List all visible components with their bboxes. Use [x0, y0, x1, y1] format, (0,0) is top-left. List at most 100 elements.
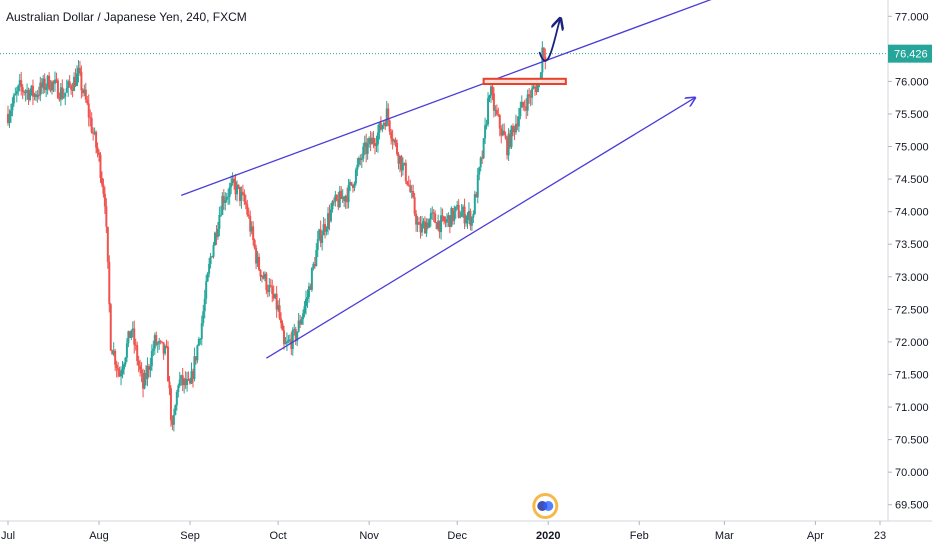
candle-body-54 [86, 99, 89, 104]
candle-body-365 [542, 47, 545, 57]
candle-body-101 [155, 335, 158, 345]
candle-body-78 [121, 369, 124, 374]
candle-body-48 [77, 67, 80, 74]
price-tick-label-6: 72.500 [895, 304, 929, 316]
candle-body-35 [58, 98, 61, 100]
price-tick-label-10: 74.500 [895, 174, 929, 186]
candle-body-313 [466, 215, 469, 221]
candle-body-15 [29, 92, 32, 100]
candle-body-42 [68, 81, 71, 86]
candle-body-43 [70, 85, 73, 90]
candle-body-234 [350, 181, 353, 185]
candle-body-225 [337, 199, 340, 207]
candle-body-230 [344, 195, 347, 202]
candle-body-301 [448, 215, 451, 228]
candle-body-342 [509, 133, 512, 147]
candle-body-121 [184, 378, 187, 386]
candle-body-57 [90, 118, 93, 133]
candle-body-163 [246, 204, 249, 215]
candle-body-214 [321, 235, 324, 243]
candle-body-136 [206, 273, 209, 282]
plot-area [0, 0, 888, 521]
candle-body-148 [224, 199, 227, 203]
candle-body-215 [322, 224, 325, 236]
candle-body-312 [465, 220, 468, 224]
candle-body-113 [172, 414, 175, 425]
candle-body-59 [93, 131, 96, 134]
candle-body-192 [288, 339, 291, 341]
candle-body-235 [351, 184, 354, 188]
candle-body-41 [67, 81, 70, 89]
candle-body-253 [378, 122, 381, 133]
candle-body-132 [200, 322, 203, 339]
candle-body-221 [331, 201, 334, 210]
candle-body-227 [340, 190, 343, 200]
candle-body-49 [78, 67, 81, 73]
candle-body-323 [481, 157, 484, 159]
candle-body-320 [476, 174, 479, 198]
candle-body-353 [525, 106, 528, 111]
candle-body-60 [95, 131, 98, 148]
candle-body-154 [233, 178, 236, 182]
candle-body-275 [410, 191, 413, 193]
candle-body-172 [259, 269, 262, 277]
candle-body-182 [274, 293, 277, 299]
candle-body-316 [470, 217, 473, 226]
candle-body-19 [34, 94, 37, 98]
candle-body-276 [412, 191, 415, 198]
candle-body-336 [500, 128, 503, 136]
candle-body-205 [307, 286, 310, 298]
candle-body-200 [300, 319, 303, 325]
candle-body-229 [343, 196, 346, 202]
candle-body-319 [475, 194, 478, 198]
candle-body-244 [365, 142, 368, 154]
candle-body-80 [124, 357, 127, 365]
candle-body-333 [495, 109, 498, 115]
candle-body-52 [83, 89, 86, 94]
candle-body-292 [435, 222, 438, 230]
candle-body-361 [536, 83, 539, 92]
candle-body-337 [501, 130, 504, 136]
candle-body-295 [440, 215, 443, 233]
candle-body-127 [193, 356, 196, 379]
candle-body-125 [190, 371, 193, 384]
candle-body-193 [290, 339, 293, 349]
candle-body-201 [302, 313, 305, 320]
candle-body-294 [438, 220, 441, 233]
candle-body-217 [325, 228, 328, 232]
candle-body-92 [142, 373, 145, 389]
candle-body-181 [272, 294, 275, 299]
candle-body-210 [315, 250, 318, 267]
candle-body-131 [199, 338, 202, 340]
candle-body-47 [75, 73, 78, 86]
candle-body-105 [161, 341, 164, 343]
resistance-zone [482, 77, 567, 86]
candle-body-53 [84, 89, 87, 100]
candle-body-240 [359, 158, 362, 161]
candle-body-68 [106, 226, 109, 262]
candle-body-233 [349, 181, 352, 186]
last-price-badge [888, 44, 932, 63]
time-tick-label-2: Sep [180, 530, 200, 542]
candle-body-107 [164, 346, 167, 354]
candle-body-186 [280, 318, 283, 324]
candle-body-16 [30, 85, 33, 93]
candle-body-104 [159, 340, 162, 342]
candle-body-252 [376, 132, 379, 145]
candle-body-75 [117, 368, 120, 371]
candle-body-46 [74, 76, 77, 86]
candle-body-128 [194, 356, 197, 361]
candle-body-58 [92, 132, 95, 134]
candle-body-349 [519, 107, 522, 117]
candle-body-228 [341, 196, 344, 200]
candle-body-220 [329, 209, 332, 222]
time-tick-label-4: Nov [359, 530, 379, 542]
candle-body-251 [375, 144, 378, 146]
candle-body-318 [473, 194, 476, 214]
candle-body-152 [230, 183, 233, 188]
candle-body-356 [529, 96, 532, 98]
candle-body-26 [45, 87, 48, 90]
candle-body-174 [262, 275, 265, 279]
candle-body-168 [253, 239, 256, 248]
time-tick-label-1: Aug [89, 530, 109, 542]
